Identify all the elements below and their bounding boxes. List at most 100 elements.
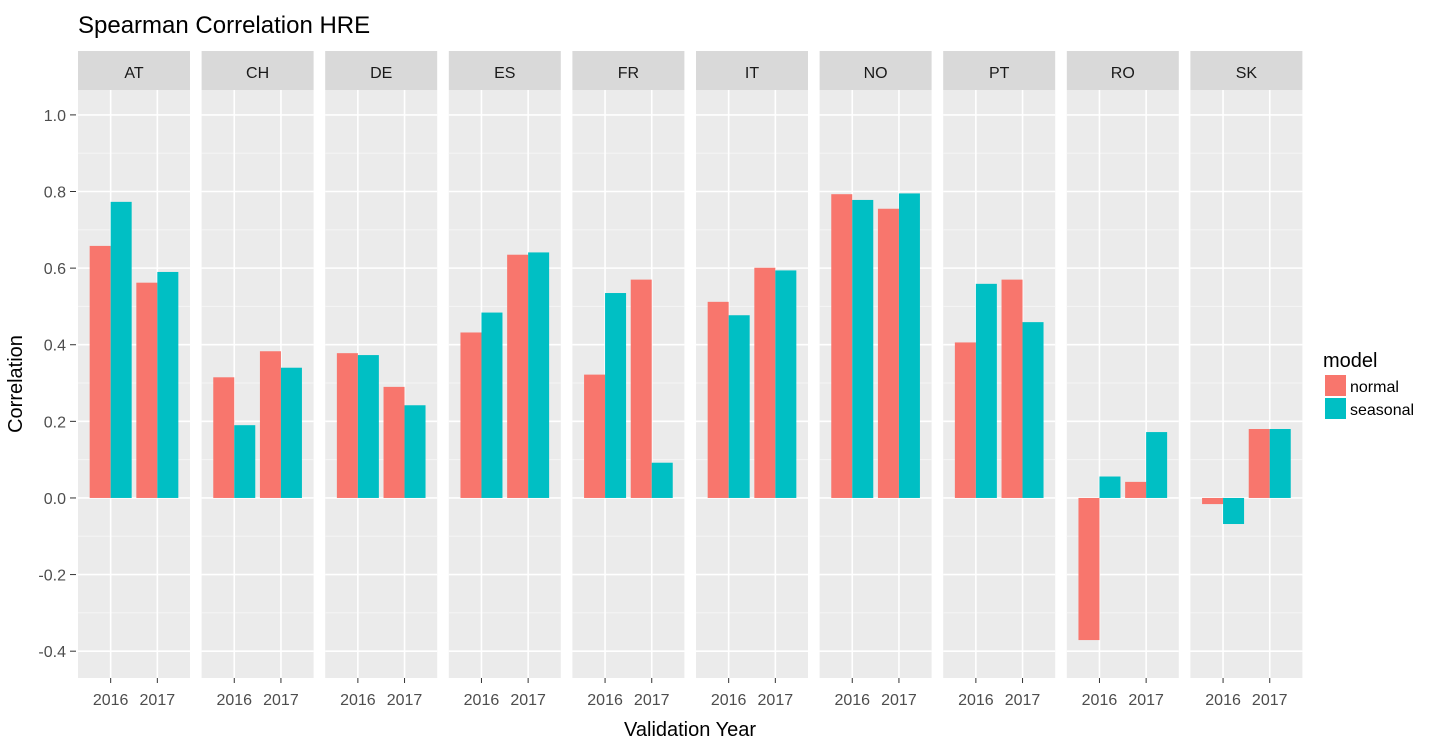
x-tick-label: 2017 — [510, 692, 546, 709]
bar-no-2016-normal — [831, 194, 853, 498]
x-tick-label: 2017 — [1128, 692, 1164, 709]
bar-at-2016-normal — [89, 245, 111, 498]
facet-panel-de: DE 2016 2017 — [325, 51, 438, 709]
facet-strip — [1190, 51, 1303, 90]
facet-strip-label: NO — [864, 65, 888, 82]
facet-strip — [943, 51, 1056, 90]
bar-pt-2017-seasonal — [1022, 322, 1044, 498]
facet-strip-label: ES — [494, 65, 515, 82]
x-tick-label: 2016 — [1205, 692, 1241, 709]
y-tick-label: 1.0 — [44, 108, 66, 125]
bar-fr-2016-seasonal — [605, 293, 627, 498]
legend-label-seasonal: seasonal — [1350, 402, 1414, 419]
legend: model normal seasonal — [1323, 350, 1414, 419]
bar-it-2016-seasonal — [728, 315, 750, 498]
facet-panel-es: ES 2016 2017 — [448, 51, 561, 709]
x-tick-label: 2016 — [340, 692, 376, 709]
bar-fr-2017-normal — [630, 279, 652, 498]
bar-ro-2017-normal — [1125, 481, 1147, 498]
legend-title: model — [1323, 350, 1377, 372]
facet-strip — [325, 51, 438, 90]
x-tick-label: 2016 — [93, 692, 129, 709]
x-tick-label: 2016 — [216, 692, 252, 709]
bar-at-2017-seasonal — [157, 271, 179, 498]
facet-strip — [819, 51, 932, 90]
facet-panels: AT 2016 2017 CH 2016 2017 DE 2016 2017 ES 2016 2017… — [78, 51, 1303, 709]
bar-ch-2017-normal — [259, 351, 281, 498]
facet-strip-label: CH — [246, 65, 269, 82]
x-tick-label: 2016 — [834, 692, 870, 709]
bar-it-2017-normal — [754, 267, 776, 498]
facet-strip-label: DE — [370, 65, 392, 82]
y-tick-label: 0.6 — [44, 261, 66, 278]
x-tick-label: 2017 — [1252, 692, 1288, 709]
x-tick-label: 2017 — [140, 692, 176, 709]
bar-fr-2016-normal — [584, 374, 606, 498]
bar-it-2016-normal — [707, 301, 729, 498]
bar-sk-2016-seasonal — [1223, 497, 1245, 525]
bar-fr-2017-seasonal — [651, 462, 673, 498]
bar-ro-2017-seasonal — [1146, 432, 1168, 498]
x-axis-label: Validation Year — [624, 719, 756, 741]
x-tick-label: 2017 — [881, 692, 917, 709]
facet-strip-label: IT — [745, 65, 759, 82]
legend-key-normal — [1325, 375, 1346, 396]
facet-strip — [572, 51, 685, 90]
facet-strip-label: RO — [1111, 65, 1135, 82]
legend-label-normal: normal — [1350, 379, 1399, 396]
x-tick-label: 2017 — [1005, 692, 1041, 709]
y-tick-label: 0.2 — [44, 414, 66, 431]
x-tick-label: 2017 — [263, 692, 299, 709]
y-tick-label: 0.4 — [44, 338, 66, 355]
bar-es-2017-normal — [507, 254, 529, 498]
bar-at-2017-normal — [136, 282, 158, 498]
bar-sk-2016-normal — [1202, 497, 1224, 505]
panel-background — [1190, 90, 1303, 678]
y-tick-label: -0.4 — [38, 644, 66, 661]
y-tick-label: -0.2 — [38, 568, 66, 585]
bar-es-2016-seasonal — [481, 312, 503, 498]
bar-de-2016-seasonal — [357, 355, 379, 498]
facet-panel-ch: CH 2016 2017 — [201, 51, 314, 709]
facet-panel-it: IT 2016 2017 — [696, 51, 808, 709]
bar-sk-2017-seasonal — [1269, 429, 1291, 498]
x-tick-label: 2017 — [387, 692, 423, 709]
facet-panel-ro: RO 2016 2017 — [1066, 51, 1179, 709]
chart-title: Spearman Correlation HRE — [78, 12, 370, 39]
bar-ro-2016-normal — [1078, 497, 1100, 641]
x-tick-label: 2017 — [758, 692, 794, 709]
bar-de-2017-normal — [383, 386, 405, 498]
x-tick-label: 2017 — [634, 692, 670, 709]
bar-ro-2016-seasonal — [1099, 476, 1121, 498]
bar-no-2016-seasonal — [852, 199, 874, 498]
bar-es-2016-normal — [460, 332, 482, 498]
bar-pt-2016-normal — [954, 342, 976, 498]
x-tick-label: 2016 — [958, 692, 994, 709]
bar-de-2017-seasonal — [404, 405, 426, 498]
bar-pt-2016-seasonal — [975, 283, 997, 498]
bar-pt-2017-normal — [1001, 279, 1023, 498]
facet-strip — [448, 51, 561, 90]
bar-ch-2016-seasonal — [234, 425, 256, 498]
facet-strip — [696, 51, 808, 90]
x-tick-label: 2016 — [1082, 692, 1118, 709]
bar-ch-2017-seasonal — [280, 367, 302, 498]
x-tick-label: 2016 — [464, 692, 500, 709]
y-tick-label: 0.8 — [44, 185, 66, 202]
bar-no-2017-seasonal — [898, 193, 920, 498]
legend-key-seasonal — [1325, 398, 1346, 419]
facet-strip — [201, 51, 314, 90]
bar-no-2017-normal — [877, 208, 899, 498]
bar-it-2017-seasonal — [775, 270, 797, 498]
bar-sk-2017-normal — [1248, 429, 1270, 498]
bar-ch-2016-normal — [213, 377, 235, 498]
facet-strip-label: PT — [989, 65, 1010, 82]
facet-strip-label: SK — [1236, 65, 1258, 82]
bar-es-2017-seasonal — [528, 252, 550, 498]
facet-panel-no: NO 2016 2017 — [819, 51, 932, 709]
facet-panel-pt: PT 2016 2017 — [943, 51, 1056, 709]
x-tick-label: 2016 — [587, 692, 623, 709]
facet-panel-sk: SK 2016 2017 — [1190, 51, 1303, 709]
y-axis-label: Correlation — [5, 335, 27, 433]
